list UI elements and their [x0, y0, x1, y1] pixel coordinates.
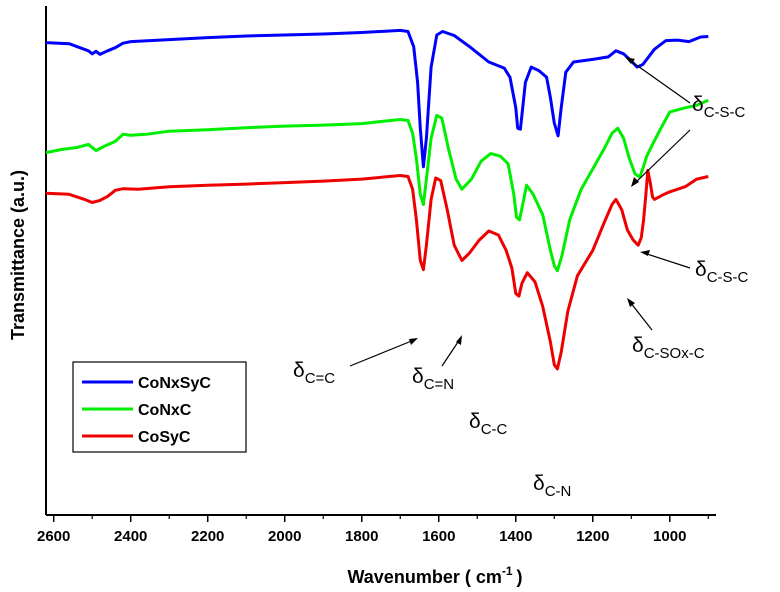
x-tick-label: 2000 — [268, 528, 301, 545]
x-axis-title-close: ) — [517, 567, 523, 587]
legend-label-conxc: CoNxC — [138, 402, 192, 419]
arrow-c-s-c-lower — [643, 252, 691, 269]
x-axis-title: Wavenumber ( cm-1) — [347, 564, 522, 587]
y-axis-title: Transmittance (a.u.) — [8, 170, 28, 340]
annotation-c-s-c-lower: δC-S-C — [695, 258, 749, 286]
arrow-c-eq-c — [349, 339, 415, 367]
annotation-c-eq-c: δC=C — [293, 359, 335, 387]
arrow-c-sox-c — [629, 301, 653, 331]
legend-label-conxsyc: CoNxSyC — [138, 375, 211, 392]
series-group — [45, 28, 709, 371]
x-axis-title-superscript: -1 — [502, 564, 513, 578]
annotation-arrows — [349, 57, 691, 367]
x-tick-label: 2600 — [37, 528, 70, 545]
arrowhead — [456, 335, 462, 345]
annotation-c-sox-c: δC-SOx-C — [632, 334, 705, 362]
x-tick-label: 1800 — [345, 528, 378, 545]
x-tick-label: 1200 — [576, 528, 609, 545]
series-line-conxsyc — [45, 28, 709, 169]
arrowhead — [627, 298, 635, 307]
x-axis-ticks: 2600 2400 2200 2000 1800 1600 1400 1200 1000 — [37, 515, 709, 545]
series-line-conxc — [45, 98, 709, 273]
series-line-cosyc — [45, 168, 709, 371]
x-tick-label: 2400 — [114, 528, 147, 545]
annotation-c-c: δC-C — [469, 410, 508, 438]
x-tick-label: 1600 — [422, 528, 455, 545]
x-axis-title-text: Wavenumber ( cm — [347, 567, 501, 587]
arrow-c-s-c-top-2 — [633, 129, 691, 185]
arrowhead — [631, 177, 639, 187]
x-tick-label: 2200 — [191, 528, 224, 545]
x-tick-label: 1000 — [653, 528, 686, 545]
arrowhead — [640, 250, 650, 256]
arrowhead — [625, 57, 635, 64]
annotation-c-s-c-top: δC-S-C — [692, 93, 746, 121]
arrow-c-s-c-top-1 — [627, 58, 691, 104]
x-tick-label: 1400 — [499, 528, 532, 545]
legend: CoNxSyC CoNxC CoSyC — [72, 361, 247, 453]
legend-label-cosyc: CoSyC — [138, 429, 191, 446]
annotation-c-n: δC-N — [533, 472, 571, 500]
arrow-c-eq-n — [441, 338, 461, 367]
arrowhead — [409, 338, 418, 345]
annotation-c-eq-n: δC=N — [412, 365, 454, 393]
